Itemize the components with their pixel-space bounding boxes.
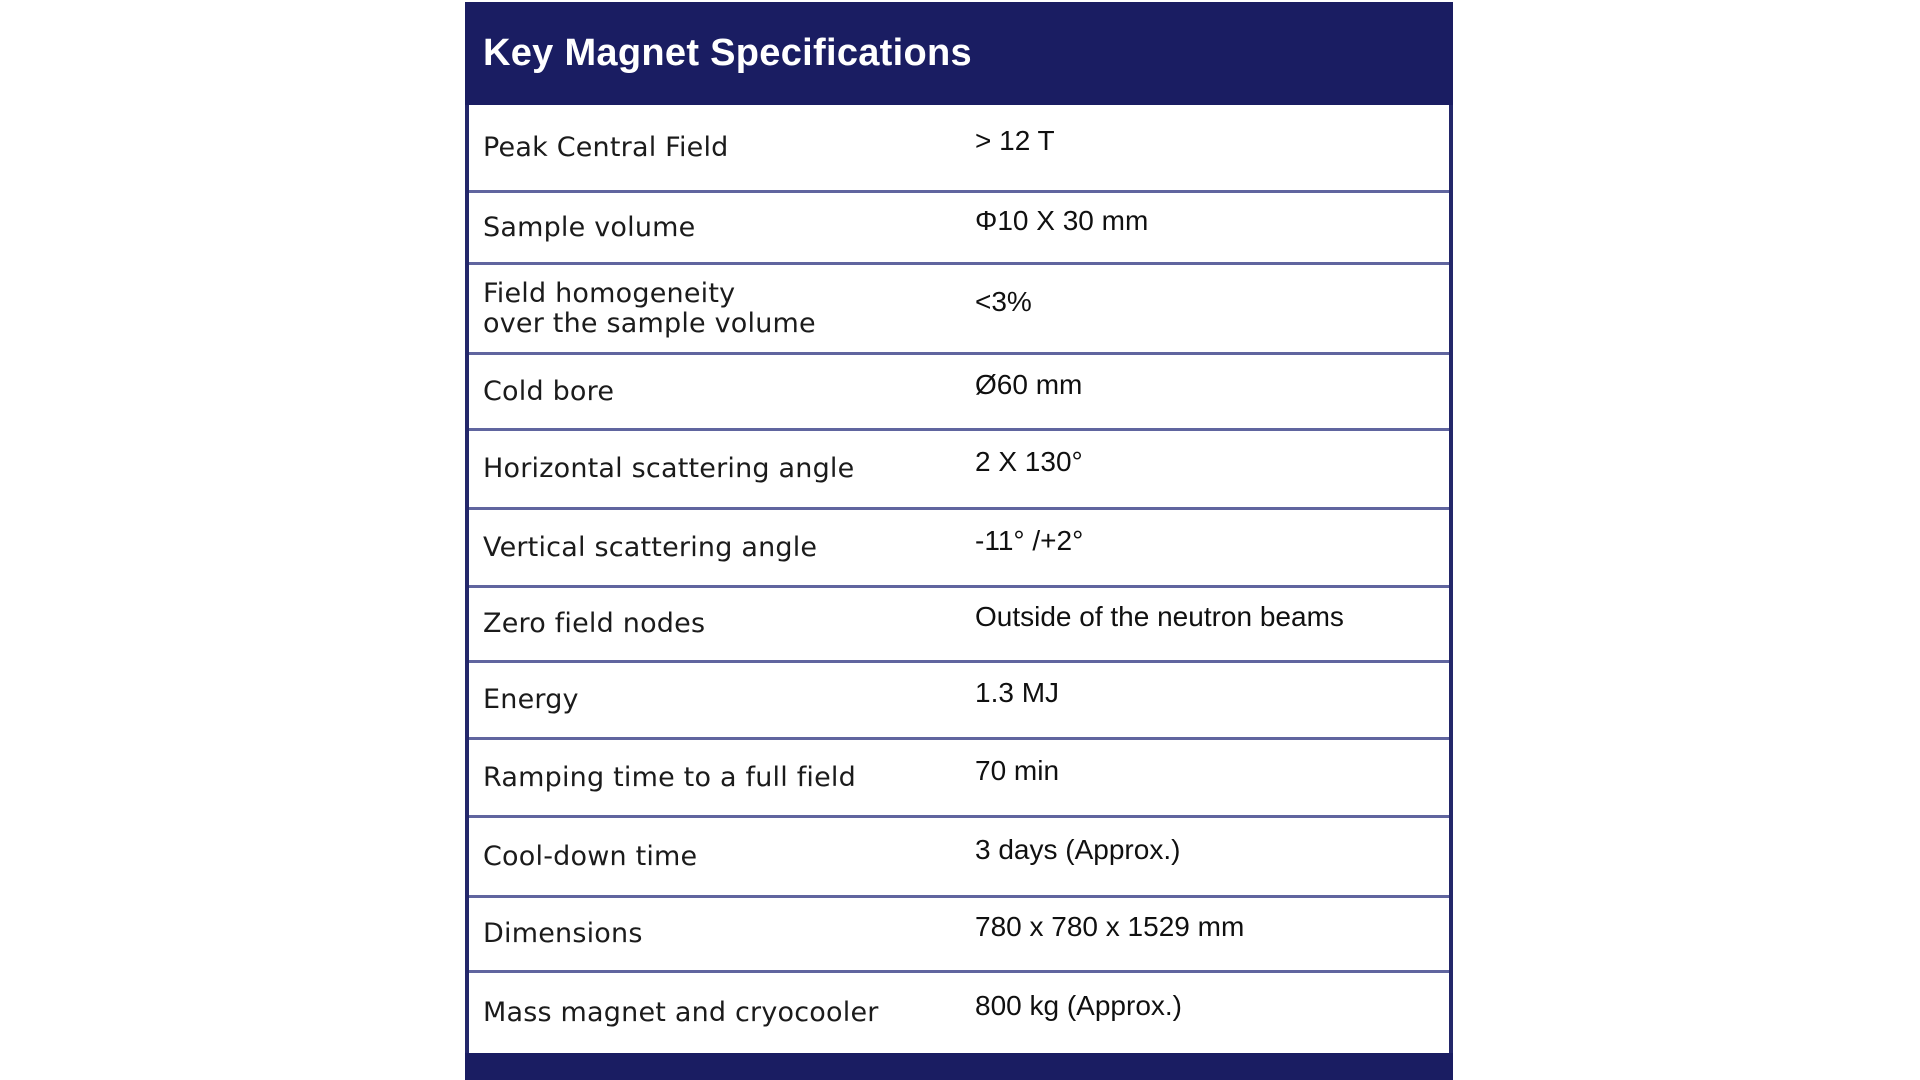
row-value: 780 x 780 x 1529 mm	[975, 911, 1245, 942]
table-title: Key Magnet Specifications	[483, 32, 972, 74]
table-row: Cold bore Ø60 mm	[469, 352, 1449, 428]
row-value: <3%	[975, 285, 1032, 317]
row-value: 2 X 130°	[975, 446, 1083, 477]
row-label: Horizontal scattering angle	[483, 453, 855, 485]
row-label: Cold bore	[483, 375, 615, 407]
table-row: Vertical scattering angle -11° /+2°	[469, 507, 1449, 585]
table-footer-bar	[465, 1053, 1453, 1080]
table-row: Field homogeneity over the sample volume…	[469, 262, 1449, 352]
row-label: Field homogeneity over the sample volume	[483, 277, 816, 339]
row-label: Peak Central Field	[483, 131, 729, 163]
row-value: 3 days (Approx.)	[975, 833, 1181, 865]
table-row: Peak Central Field > 12 T	[469, 105, 1449, 190]
row-label: Mass magnet and cryocooler	[483, 997, 879, 1029]
row-value: Ø60 mm	[975, 368, 1083, 400]
row-value: 800 kg (Approx.)	[975, 990, 1182, 1021]
table-row: Sample volume Φ10 X 30 mm	[469, 190, 1449, 262]
table-header: Key Magnet Specifications	[465, 2, 1453, 105]
row-label: Cool-down time	[483, 840, 698, 872]
table-body: Peak Central Field > 12 T Sample volume …	[465, 105, 1453, 1053]
row-label: Dimensions	[483, 918, 643, 950]
row-value: 70 min	[975, 754, 1060, 786]
table-row: Mass magnet and cryocooler 800 kg (Appro…	[469, 970, 1449, 1053]
row-value: > 12 T	[975, 124, 1055, 156]
row-label: Ramping time to a full field	[483, 761, 856, 793]
table-row: Dimensions 780 x 780 x 1529 mm	[469, 895, 1449, 970]
table-row: Ramping time to a full field 70 min	[469, 737, 1449, 815]
row-label: Zero field nodes	[483, 608, 706, 640]
row-value: Φ10 X 30 mm	[975, 204, 1149, 236]
row-label: Vertical scattering angle	[483, 531, 818, 563]
row-value: Outside of the neutron beams	[975, 601, 1344, 632]
table-row: Zero field nodes Outside of the neutron …	[469, 585, 1449, 660]
key-magnet-specifications-table: Key Magnet Specifications Peak Central F…	[465, 0, 1453, 1080]
row-value: 1.3 MJ	[975, 677, 1060, 708]
table-row: Cool-down time 3 days (Approx.)	[469, 815, 1449, 895]
row-label: Sample volume	[483, 211, 696, 243]
table-row: Horizontal scattering angle 2 X 130°	[469, 428, 1449, 507]
row-value: -11° /+2°	[975, 524, 1084, 556]
row-label: Energy	[483, 684, 579, 716]
table-row: Energy 1.3 MJ	[469, 660, 1449, 737]
